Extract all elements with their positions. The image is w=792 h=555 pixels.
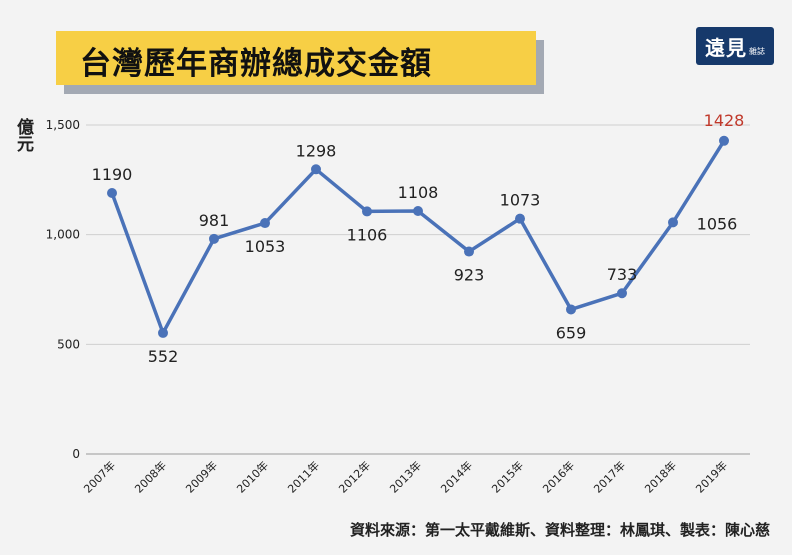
data-label: 981	[199, 211, 230, 230]
data-label: 923	[454, 266, 485, 285]
x-tick-label: 2018年	[642, 458, 679, 495]
data-label: 1428	[704, 111, 745, 130]
chart-title: 台灣歷年商辦總成交金額	[80, 46, 432, 82]
data-point	[260, 218, 270, 229]
data-point	[464, 246, 474, 257]
x-tick-label: 2008年	[132, 458, 169, 495]
data-label: 733	[607, 265, 638, 284]
x-tick-label: 2016年	[540, 458, 577, 495]
data-label: 1073	[500, 191, 541, 210]
data-point	[668, 217, 678, 228]
data-label: 1053	[245, 237, 286, 256]
x-tick-label: 2017年	[591, 458, 628, 495]
x-tick-label: 2019年	[693, 458, 730, 495]
logo: 遠見 雜誌	[696, 27, 774, 65]
y-tick-label: 0	[72, 447, 80, 461]
y-tick-label: 1,000	[46, 228, 80, 242]
x-tick-label: 2013年	[387, 458, 424, 495]
y-axis-unit-label: 億元	[13, 118, 33, 152]
data-label: 552	[148, 347, 179, 366]
data-point	[311, 164, 321, 175]
x-tick-label: 2009年	[183, 458, 220, 495]
x-tick-label: 2011年	[285, 458, 322, 495]
data-label: 1298	[296, 141, 337, 160]
source-note: 資料來源：第一太平戴維斯、資料整理：林鳳琪、製表：陳心慈	[349, 521, 770, 539]
x-tick-label: 2015年	[489, 458, 526, 495]
x-tick-label: 2014年	[438, 458, 475, 495]
data-point	[719, 135, 729, 146]
data-label: 1056	[697, 214, 738, 233]
series-line	[110, 139, 726, 335]
logo-sub: 雜誌	[749, 46, 765, 56]
data-point	[566, 304, 576, 315]
y-tick-label: 1,500	[46, 118, 80, 132]
data-point	[617, 288, 627, 299]
data-point	[362, 206, 372, 217]
x-tick-label: 2010年	[234, 458, 271, 495]
data-point	[515, 213, 525, 224]
data-point	[413, 205, 423, 216]
data-label: 1108	[398, 183, 439, 202]
data-label: 1190	[92, 165, 133, 184]
title-banner	[56, 31, 536, 85]
x-tick-label: 2012年	[336, 458, 373, 495]
logo-main: 遠見	[705, 35, 747, 60]
y-tick-label: 500	[57, 337, 80, 351]
data-label: 1106	[347, 225, 388, 244]
data-label: 659	[556, 323, 587, 342]
x-tick-label: 2007年	[81, 458, 118, 495]
data-point	[107, 187, 117, 198]
data-point	[209, 233, 219, 244]
data-point	[158, 327, 168, 338]
